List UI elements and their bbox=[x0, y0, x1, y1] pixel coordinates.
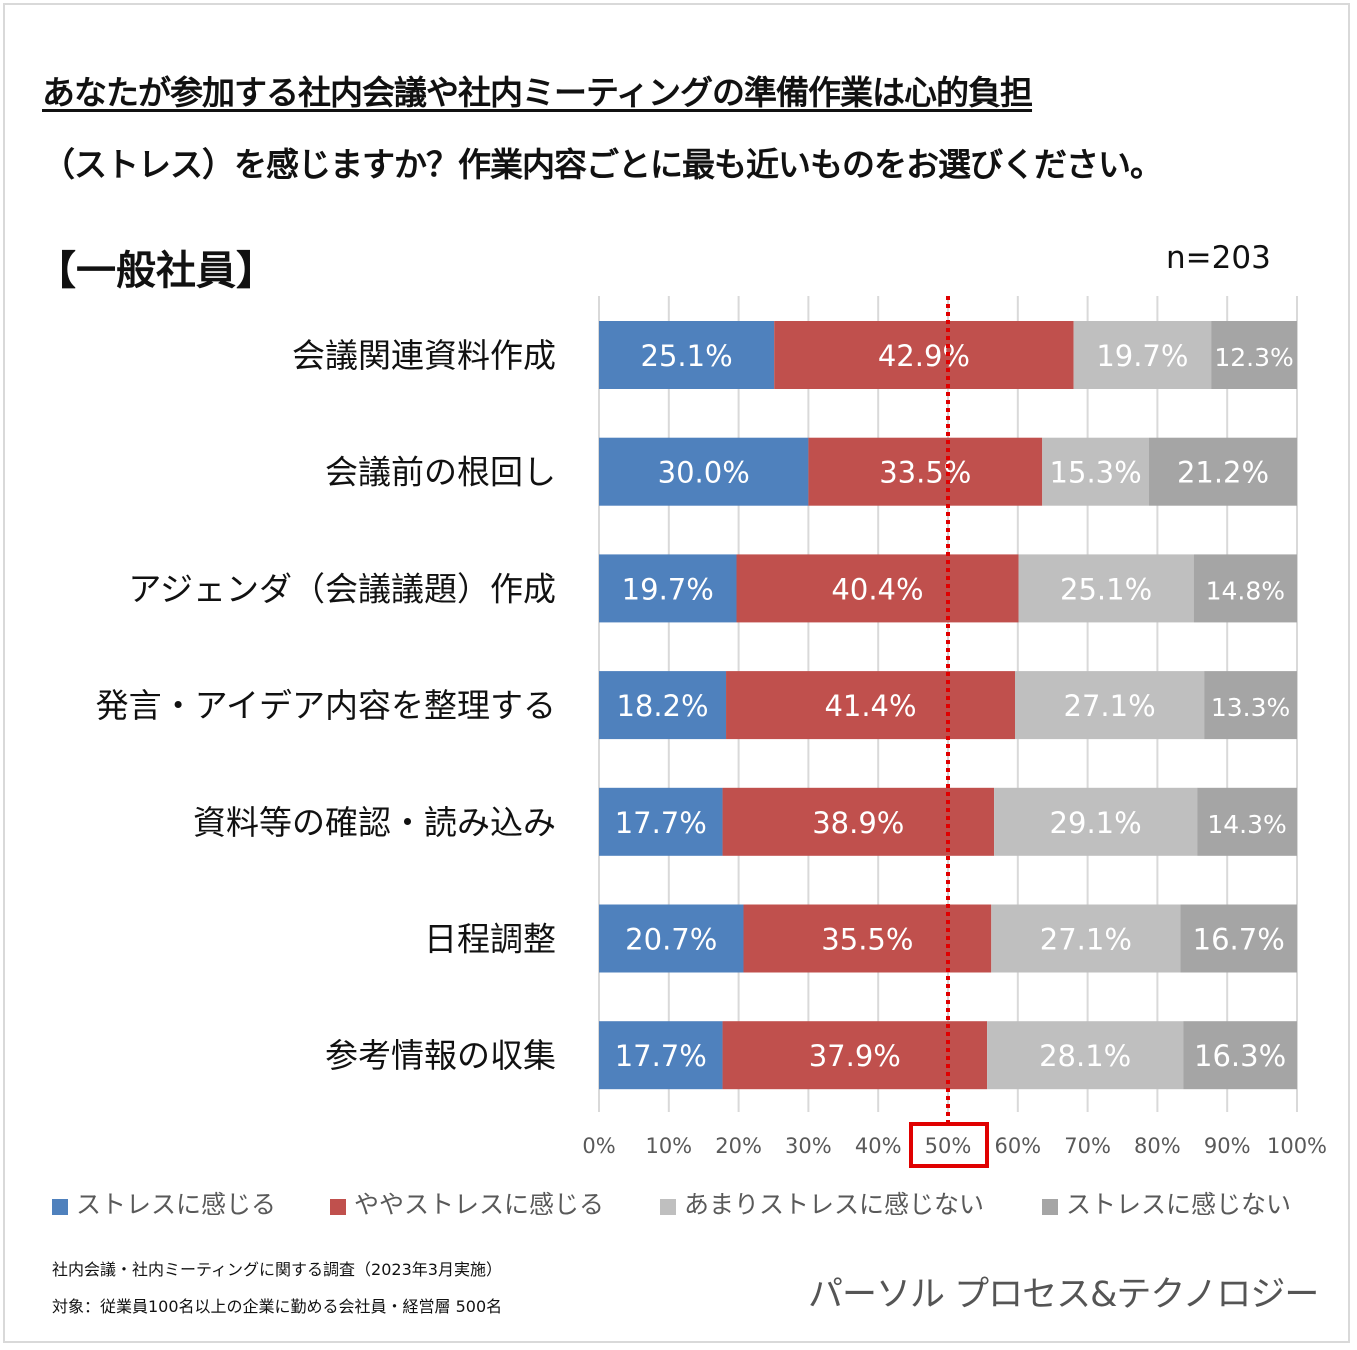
title-line-1: あなたが参加する社内会議や社内ミーティングの準備作業は心的負担 bbox=[42, 73, 1033, 112]
bar-segment bbox=[1180, 904, 1297, 973]
x-tick-label: 0% bbox=[582, 1134, 615, 1158]
x-tick-label: 40% bbox=[855, 1134, 902, 1158]
data-label: 19.7% bbox=[622, 572, 714, 606]
footer-survey: 社内会議・社内ミーティングに関する調査（2023年3月実施） bbox=[52, 1260, 502, 1279]
data-label: 37.9% bbox=[809, 1039, 901, 1073]
x-tick-label: 80% bbox=[1134, 1134, 1181, 1158]
legend-swatch bbox=[52, 1199, 68, 1215]
data-label: 17.7% bbox=[615, 806, 707, 840]
bar-segment bbox=[722, 787, 995, 856]
data-label: 14.8% bbox=[1206, 576, 1285, 605]
bar-segment bbox=[599, 904, 744, 973]
data-label: 18.2% bbox=[616, 689, 708, 723]
x-tick-label: 90% bbox=[1204, 1134, 1251, 1158]
image-frame bbox=[3, 3, 1350, 1343]
data-label: 15.3% bbox=[1050, 456, 1142, 490]
data-label: 12.3% bbox=[1214, 343, 1293, 372]
x-tick-label: 100% bbox=[1267, 1134, 1327, 1158]
category-label: 会議関連資料作成 bbox=[292, 336, 556, 375]
category-label: アジェンダ（会議議題）作成 bbox=[128, 569, 556, 608]
bar-segment bbox=[599, 1021, 723, 1090]
data-label: 27.1% bbox=[1040, 923, 1132, 957]
x-tick-label: 60% bbox=[994, 1134, 1041, 1158]
bar-segment bbox=[599, 787, 723, 856]
bar-segment bbox=[1018, 554, 1194, 623]
bar-segment bbox=[1149, 437, 1297, 506]
bar-segment bbox=[1197, 787, 1297, 856]
data-label: 19.7% bbox=[1096, 339, 1188, 373]
bar-segment bbox=[726, 671, 1016, 740]
footer-target: 対象：従業員100名以上の企業に勤める会社員・経営層 500名 bbox=[52, 1297, 503, 1316]
legend-swatch bbox=[1042, 1199, 1058, 1215]
data-label: 30.0% bbox=[658, 456, 750, 490]
data-label: 35.5% bbox=[821, 923, 913, 957]
data-label: 21.2% bbox=[1177, 456, 1269, 490]
bar-segment bbox=[991, 904, 1181, 973]
category-label: 発言・アイデア内容を整理する bbox=[96, 686, 556, 725]
bar-segment bbox=[1015, 671, 1205, 740]
category-label: 資料等の確認・読み込み bbox=[193, 803, 556, 842]
x-tick-label: 10% bbox=[645, 1134, 692, 1158]
bar-segment bbox=[599, 671, 727, 740]
bar-segment bbox=[722, 1021, 988, 1090]
bar-segment bbox=[994, 787, 1198, 856]
legend-swatch bbox=[330, 1199, 346, 1215]
legend-label: ストレスに感じる bbox=[76, 1190, 276, 1219]
bar-segment bbox=[1183, 1021, 1297, 1090]
data-label: 38.9% bbox=[812, 806, 904, 840]
bar-segment bbox=[808, 437, 1043, 506]
data-label: 25.1% bbox=[1060, 572, 1152, 606]
bar-segment bbox=[1193, 554, 1297, 623]
bar-segment bbox=[1042, 437, 1150, 506]
legend-label: あまりストレスに感じない bbox=[684, 1190, 984, 1219]
bar-segment bbox=[774, 321, 1074, 389]
category-label: 会議前の根回し bbox=[325, 453, 556, 492]
data-label: 16.7% bbox=[1193, 923, 1285, 957]
bar-segment bbox=[736, 554, 1019, 623]
bar-segment bbox=[1204, 671, 1297, 740]
data-label: 20.7% bbox=[625, 923, 717, 957]
bar-segment bbox=[599, 321, 775, 389]
data-label: 16.3% bbox=[1194, 1039, 1286, 1073]
data-label: 25.1% bbox=[641, 339, 733, 373]
subtitle: 【一般社員】 bbox=[36, 248, 276, 294]
data-label: 29.1% bbox=[1050, 806, 1142, 840]
x-tick-label: 30% bbox=[785, 1134, 832, 1158]
sample-size: n=203 bbox=[1166, 240, 1271, 276]
data-label: 40.4% bbox=[831, 572, 923, 606]
company-logo: パーソル プロセス&テクノロジー bbox=[808, 1275, 1319, 1315]
bar-segment bbox=[599, 437, 809, 506]
legend-label: ややストレスに感じる bbox=[354, 1190, 604, 1219]
data-label: 13.3% bbox=[1211, 693, 1290, 722]
data-label: 27.1% bbox=[1064, 689, 1156, 723]
data-label: 33.5% bbox=[879, 456, 971, 490]
data-label: 41.4% bbox=[824, 689, 916, 723]
bar-segment bbox=[1073, 321, 1212, 389]
legend-swatch bbox=[660, 1199, 676, 1215]
data-label: 14.3% bbox=[1207, 810, 1286, 839]
data-label: 17.7% bbox=[615, 1039, 707, 1073]
bar-segment bbox=[987, 1021, 1184, 1090]
category-label: 日程調整 bbox=[424, 920, 556, 959]
category-label: 参考情報の収集 bbox=[325, 1036, 556, 1075]
data-label: 42.9% bbox=[878, 339, 970, 373]
x-tick-label: 70% bbox=[1064, 1134, 1111, 1158]
x-tick-label: 20% bbox=[715, 1134, 762, 1158]
data-label: 28.1% bbox=[1039, 1039, 1131, 1073]
title-line-2: （ストレス）を感じますか？作業内容ごとに最も近いものをお選びください。 bbox=[42, 145, 1163, 184]
legend-label: ストレスに感じない bbox=[1066, 1190, 1291, 1219]
bar-segment bbox=[1211, 321, 1297, 389]
bar-segment bbox=[599, 554, 737, 623]
x-tick-label: 50% bbox=[925, 1134, 972, 1158]
